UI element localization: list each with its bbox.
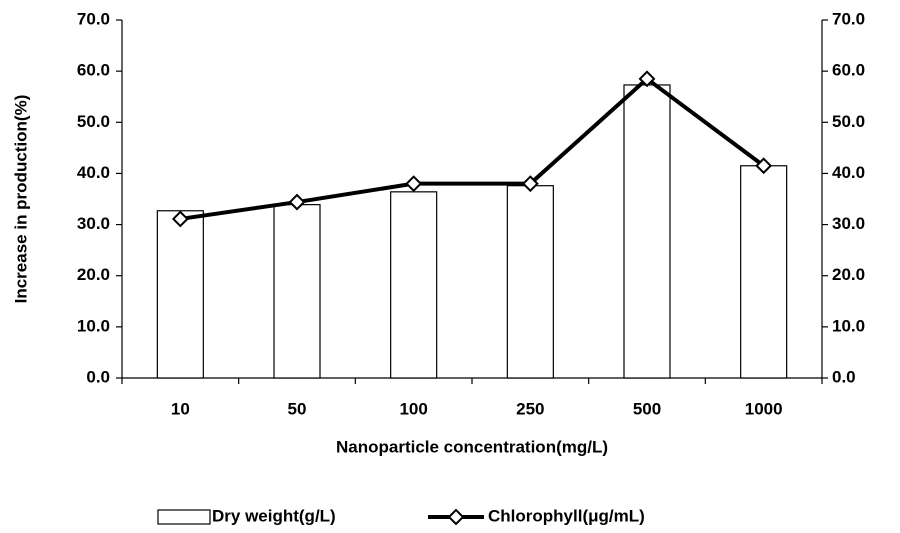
legend-label: Dry weight(g/L) xyxy=(212,506,336,525)
bar xyxy=(156,210,204,379)
y2-tick-label: 20.0 xyxy=(832,265,865,284)
bar xyxy=(623,84,671,379)
x-tick-label: 500 xyxy=(633,399,661,418)
y2-tick-label: 60.0 xyxy=(832,61,865,80)
bar xyxy=(740,165,788,379)
y-axis-title: Increase in production(%) xyxy=(11,95,30,304)
y-tick-label: 30.0 xyxy=(77,214,110,233)
y-tick-label: 40.0 xyxy=(77,163,110,182)
x-tick-label: 10 xyxy=(171,399,190,418)
legend-swatch xyxy=(157,509,211,525)
x-tick-label: 1000 xyxy=(745,399,783,418)
y2-tick-label: 70.0 xyxy=(832,9,865,28)
line-marker xyxy=(288,193,306,211)
line-marker xyxy=(171,210,189,228)
bar xyxy=(273,204,321,379)
y2-tick-label: 0.0 xyxy=(832,367,856,386)
line-marker xyxy=(405,175,423,193)
x-axis-title: Nanoparticle concentration(mg/L) xyxy=(336,437,608,456)
x-tick-label: 50 xyxy=(288,399,307,418)
y-tick-label: 60.0 xyxy=(77,61,110,80)
line-marker xyxy=(638,70,656,88)
bar xyxy=(390,191,438,379)
y-tick-label: 70.0 xyxy=(77,9,110,28)
y-tick-label: 50.0 xyxy=(77,112,110,131)
y-tick-label: 20.0 xyxy=(77,265,110,284)
x-tick-label: 100 xyxy=(399,399,427,418)
legend-swatch-marker xyxy=(447,508,465,526)
y2-tick-label: 10.0 xyxy=(832,316,865,335)
line xyxy=(180,76,765,221)
x-tick-label: 250 xyxy=(516,399,544,418)
bar xyxy=(506,185,554,379)
legend-label: Chlorophyll(μg/mL) xyxy=(488,506,645,525)
y2-tick-label: 50.0 xyxy=(832,112,865,131)
line-marker xyxy=(755,157,773,175)
y-tick-label: 0.0 xyxy=(86,367,110,386)
y-tick-label: 10.0 xyxy=(77,316,110,335)
line-marker xyxy=(521,175,539,193)
y2-tick-label: 40.0 xyxy=(832,163,865,182)
y2-tick-label: 30.0 xyxy=(832,214,865,233)
